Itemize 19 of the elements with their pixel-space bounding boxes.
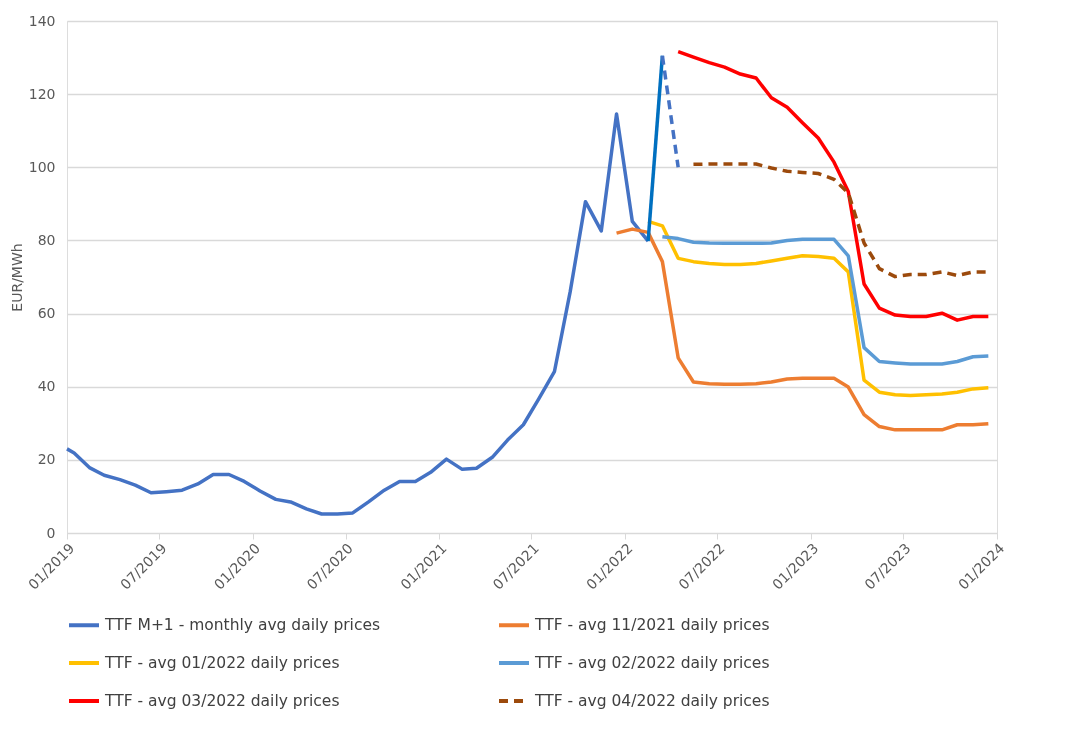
line-series [676, 49, 991, 322]
y-tick-label: 20 [37, 451, 56, 468]
y-tick-label: 120 [28, 85, 56, 102]
legend-label: TTF - avg 01/2022 daily prices [104, 654, 340, 672]
line-series [614, 227, 991, 432]
legend-label: TTF - avg 02/2022 daily prices [534, 654, 770, 672]
legend-label: TTF - avg 03/2022 daily prices [104, 692, 340, 710]
legend-label: TTF M+1 - monthly avg daily prices [104, 616, 381, 635]
y-tick-label: 40 [37, 378, 56, 395]
y-tick-label: 60 [37, 305, 56, 322]
y-tick-label: 80 [37, 231, 56, 248]
y-tick-label: 140 [28, 12, 56, 29]
y-tick-label: 0 [46, 524, 56, 541]
y-tick-label: 100 [28, 158, 56, 175]
legend-label: TTF - avg 04/2022 daily prices [534, 692, 770, 710]
line-series [660, 235, 991, 366]
line-series [65, 112, 650, 516]
y-axis-title: EUR/MWh [8, 243, 25, 312]
legend-label: TTF - avg 11/2021 daily prices [534, 616, 770, 635]
